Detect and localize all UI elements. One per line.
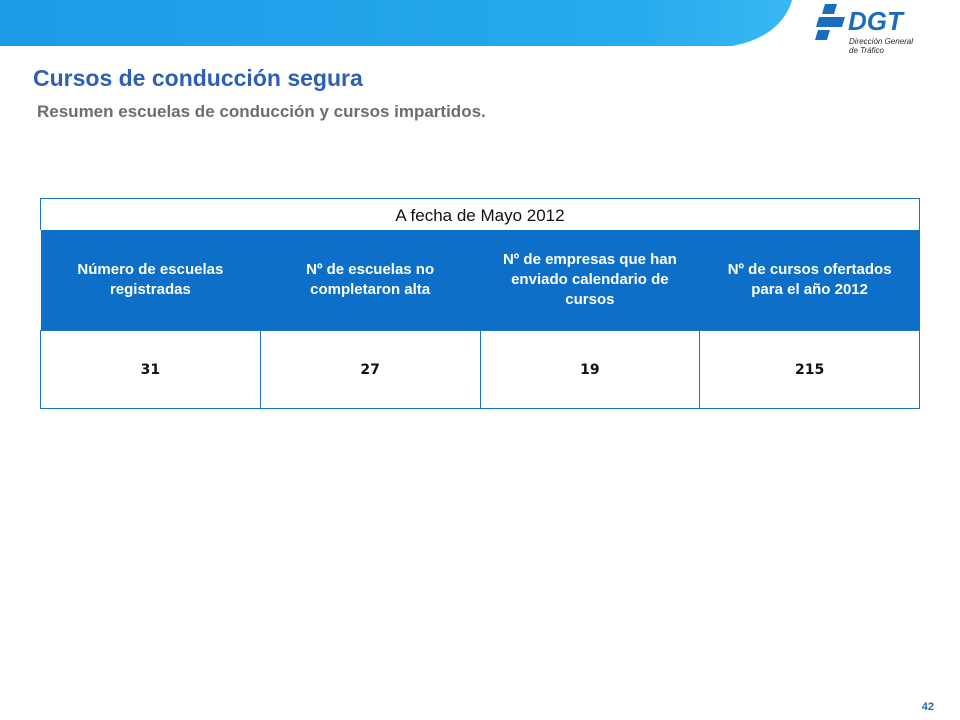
- logo-subtitle-line-1: Dirección General: [849, 37, 914, 46]
- table-cell-registered-schools: 31: [40, 330, 261, 409]
- table-cell-courses-offered: 215: [699, 330, 920, 409]
- logo-wordmark: DGT: [848, 6, 903, 36]
- table-header-row: Número de escuelas registradas Nº de esc…: [40, 230, 920, 331]
- page-subtitle: Resumen escuelas de conducción y cursos …: [37, 102, 486, 121]
- table-row: 31 27 19 215: [40, 330, 920, 409]
- header-wave-shape: [0, 0, 792, 46]
- table-date-caption: A fecha de Mayo 2012: [40, 198, 920, 230]
- header-band: [0, 0, 960, 60]
- logo-subtitle: Dirección General de Tráfico: [849, 37, 913, 55]
- page-number: 42: [921, 701, 934, 713]
- header-cell-registered-schools: Número de escuelas registradas: [40, 230, 261, 331]
- header-cell-courses-offered: Nº de cursos ofertados para el año 2012: [699, 230, 920, 331]
- dgt-logo-mark-icon: [815, 4, 845, 40]
- summary-table: Número de escuelas registradas Nº de esc…: [40, 230, 920, 409]
- page-title: Cursos de conducción segura: [33, 65, 363, 91]
- summary-table-container: A fecha de Mayo 2012 Número de escuelas …: [40, 198, 920, 409]
- header-cell-companies-calendar: Nº de empresas que han enviado calendari…: [480, 230, 700, 331]
- table-cell-companies-calendar: 19: [479, 330, 701, 409]
- dgt-logo: DGT Dirección General de Tráfico: [813, 2, 933, 62]
- table-cell-incomplete-schools: 27: [259, 330, 481, 409]
- header-cell-incomplete-schools: Nº de escuelas no completaron alta: [260, 230, 480, 331]
- logo-subtitle-line-2: de Tráfico: [849, 46, 884, 55]
